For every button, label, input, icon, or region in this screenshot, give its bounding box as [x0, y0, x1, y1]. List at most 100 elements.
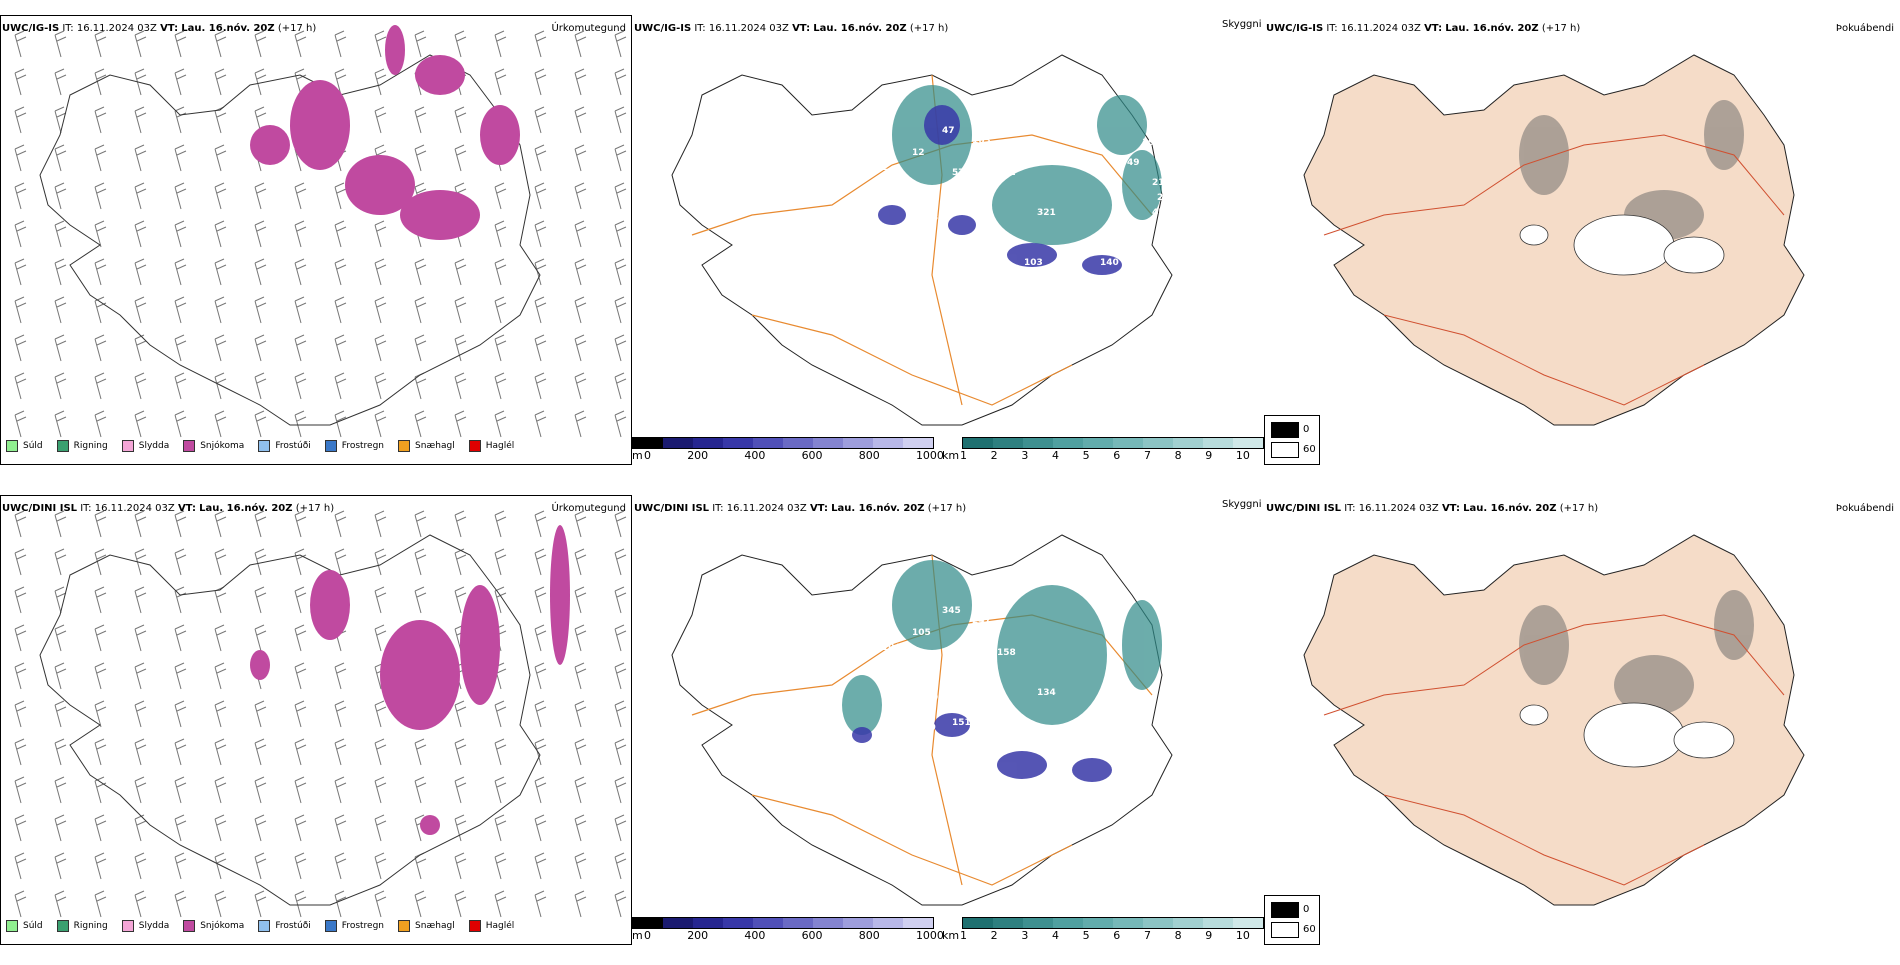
wind-barb: [294, 182, 307, 210]
wind-barb: [14, 814, 27, 842]
wind-barb: [534, 30, 547, 58]
wind-barb: [334, 662, 347, 690]
wind-barb: [94, 372, 107, 400]
wind-barb: [174, 852, 187, 880]
snow-area: [460, 585, 500, 705]
colorbar-tick: 0: [644, 449, 651, 462]
wind-barb: [414, 738, 427, 766]
legend-item: Slydda: [121, 920, 169, 932]
wind-barb: [254, 296, 267, 324]
colorbar-segment: [873, 438, 903, 448]
wind-barb: [134, 258, 147, 286]
valid-time: Lau. 16.nóv. 20Z: [199, 503, 293, 514]
wind-barb: [334, 68, 347, 96]
panel-header: UWC/DINI ISL IT: 16.11.2024 03Z VT: Lau.…: [634, 503, 966, 514]
wind-barb: [614, 410, 627, 438]
wind-barb: [374, 372, 387, 400]
wind-barb: [254, 30, 267, 58]
wind-barb: [174, 182, 187, 210]
wind-barb: [614, 182, 627, 210]
ceiling-area: [1007, 243, 1057, 267]
wind-barbs: [14, 510, 627, 918]
ceiling-value-label: 104: [882, 643, 901, 653]
ceiling-value-label: 16: [977, 636, 990, 646]
precip-type-panel-bottom: UWC/DINI ISL IT: 16.11.2024 03Z VT: Lau.…: [0, 495, 632, 965]
wind-barb: [534, 182, 547, 210]
wind-barb: [14, 852, 27, 880]
wind-barb: [54, 182, 67, 210]
panel-header: UWC/IG-IS IT: 16.11.2024 03Z VT: Lau. 16…: [634, 23, 948, 34]
legend-label: Rigning: [73, 921, 108, 931]
wind-barb: [614, 624, 627, 652]
wind-barb: [214, 220, 227, 248]
wind-barb: [374, 776, 387, 804]
wind-barb: [214, 776, 227, 804]
snow-areas: [250, 525, 570, 835]
wind-barb: [614, 852, 627, 880]
wind-barb: [574, 586, 587, 614]
road: [1323, 614, 1785, 716]
wind-barb: [614, 30, 627, 58]
wind-barb: [614, 738, 627, 766]
wind-barb: [174, 30, 187, 58]
fog-gray-areas: [1519, 590, 1754, 715]
ceiling-area: [934, 713, 970, 737]
wind-barb: [294, 30, 307, 58]
wind-barb: [574, 68, 587, 96]
wind-barb: [94, 296, 107, 324]
model-name: UWC/IG-IS: [2, 23, 60, 34]
wind-barb: [54, 662, 67, 690]
wind-barb: [174, 814, 187, 842]
legend-item: Haglél: [468, 920, 514, 932]
legend-label: Haglél: [485, 441, 515, 451]
wind-barb: [574, 372, 587, 400]
wind-barb: [214, 30, 227, 58]
colorbar-segment: [663, 438, 693, 448]
lead-time: (+17 h): [1559, 503, 1599, 514]
ceiling-value-label: 2: [882, 163, 888, 173]
cloud-visibility-panel-bottom: UWC/DINI ISL IT: 16.11.2024 03Z VT: Lau.…: [632, 495, 1264, 965]
model-name: UWC/DINI ISL: [1266, 503, 1342, 514]
colorbar-tick: 600: [801, 449, 823, 462]
colorbar-segment: [1203, 438, 1233, 448]
fog-legend-dark-label: 0: [1303, 904, 1310, 915]
ceiling-area: [997, 751, 1047, 779]
init-time: IT: 16.11.2024 03Z: [712, 503, 807, 514]
wind-barb: [294, 852, 307, 880]
wind-barb: [374, 258, 387, 286]
wind-barb: [614, 372, 627, 400]
wind-barb: [214, 334, 227, 362]
wind-barb: [574, 410, 587, 438]
ceiling-value-label: 265: [1060, 733, 1079, 743]
visibility-area: [842, 675, 882, 735]
wind-barb: [94, 662, 107, 690]
wind-barb: [94, 510, 107, 538]
wind-barb: [574, 258, 587, 286]
wind-barb: [574, 738, 587, 766]
fog-area: [1519, 605, 1569, 685]
colorbar-segment: [1053, 438, 1083, 448]
wind-barb: [294, 296, 307, 324]
lead-time: (+17 h): [277, 23, 317, 34]
ceiling-value-label: 195: [952, 648, 971, 658]
wind-barb: [534, 776, 547, 804]
valid-label: VT:: [160, 23, 179, 34]
precip-type-legend: Súld Rigning Slydda Snjókoma Frostúði Frostre…: [6, 440, 528, 452]
legend-swatch: [468, 920, 481, 932]
ceiling-value-label: 190: [917, 723, 936, 733]
wind-barb: [174, 144, 187, 172]
wind-barb: [294, 410, 307, 438]
wind-barb: [214, 510, 227, 538]
wind-barb: [454, 106, 467, 134]
wind-barb: [174, 586, 187, 614]
wind-barb: [534, 662, 547, 690]
wind-barb: [534, 296, 547, 324]
wind-barb: [214, 890, 227, 918]
colorbar-segment: [813, 918, 843, 928]
wind-barb: [254, 258, 267, 286]
ceiling-value-label: 105: [912, 628, 931, 638]
fog-gray-areas: [1519, 100, 1744, 240]
wind-barb: [94, 548, 107, 576]
lead-time: (+17 h): [1541, 23, 1581, 34]
wind-barb: [494, 548, 507, 576]
